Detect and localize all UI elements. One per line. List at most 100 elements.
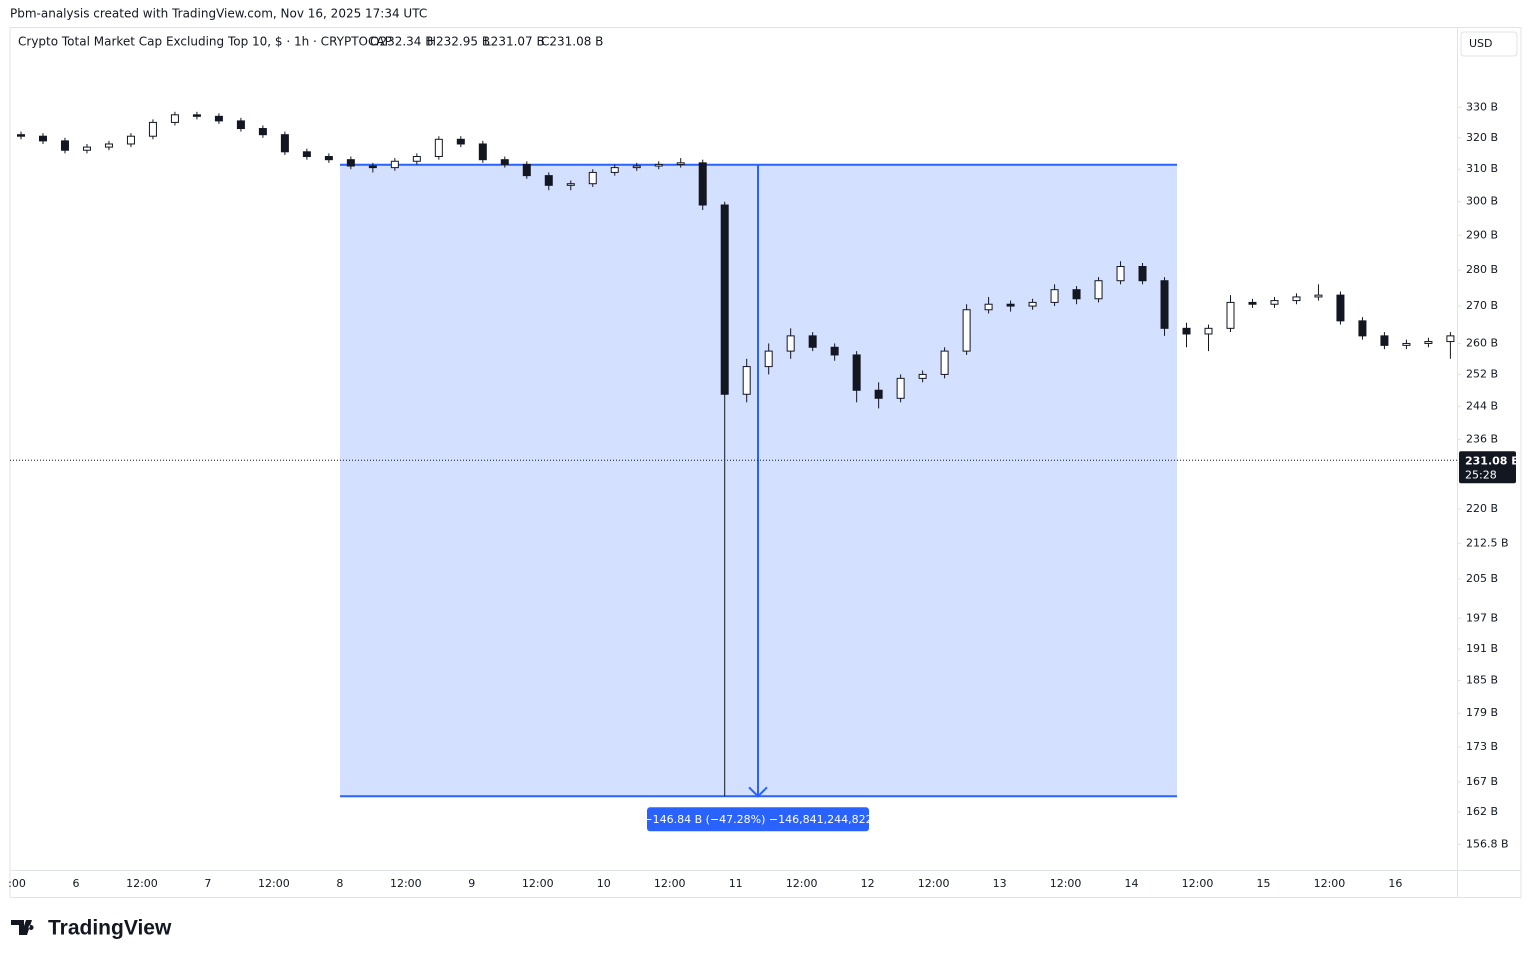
candle [1314,284,1323,301]
measure-label-box [647,807,869,832]
candle [544,172,553,191]
candle-body [1446,335,1455,343]
x-tick-label: 12:00 [918,877,950,890]
x-tick-label: 7 [204,877,211,890]
y-tick-label: 205 B [1466,572,1498,585]
candle [1050,284,1059,307]
candle [390,158,399,171]
y-tick-label: 320 B [1466,131,1498,144]
x-tick-label: 12:00 [1050,877,1082,890]
x-tick-label: :00 [8,877,26,890]
candle-body [434,138,443,158]
candle [1028,298,1037,310]
candle [808,332,817,352]
candle [896,374,905,403]
candle [38,133,47,144]
currency[interactable]: USD [1469,37,1493,50]
candle [456,136,465,148]
candle-body [280,134,289,153]
candle [1292,293,1301,305]
x-tick-label: 13 [993,877,1007,890]
candle-body [1270,300,1279,305]
candle [500,156,509,168]
candle-body [214,115,223,122]
candle-body [1204,327,1213,335]
candle-body [588,171,597,185]
ohlc-legend: L231.07 B [484,35,545,49]
currency-button[interactable] [1460,31,1518,57]
candle [1226,295,1235,333]
y-tick-label: 330 B [1466,100,1498,113]
candle [170,111,179,126]
candle [192,111,201,120]
candle [126,133,135,148]
candle [324,153,333,163]
candle-body [610,167,619,173]
candle [16,131,25,140]
x-tick-label: 12:00 [1182,877,1214,890]
candle-body [170,114,179,123]
x-tick-label: 9 [468,877,475,890]
candle [148,119,157,140]
candle-body [192,114,201,117]
candle-body [522,163,531,177]
candle [214,113,223,124]
y-tick-label: 162 B [1466,805,1498,818]
chart-title: Crypto Total Market Cap Excluding Top 10… [18,35,392,49]
candle-body [148,121,157,137]
candle [940,347,949,379]
candle [764,343,773,375]
last-price-countdown: 25:28 [1465,468,1497,481]
y-tick-label: 173 B [1466,740,1498,753]
y-tick-label: 244 B [1466,399,1498,412]
candle-body [324,156,333,161]
candle [82,143,91,154]
y-tick-label: 191 B [1466,642,1498,655]
candle-body [1072,289,1081,300]
candle-body [60,140,69,151]
attribution: Pbm-analysis created with TradingView.co… [10,7,427,21]
candle [1072,286,1081,305]
candle-body [830,346,839,356]
candle [698,159,707,210]
candle [1248,298,1257,308]
y-tick-label: 236 B [1466,432,1498,445]
candle-body [874,389,883,399]
last-price-box [1459,451,1516,484]
tradingview-logo: TradingView [11,917,172,940]
candle-body [544,175,553,186]
candle-body [852,354,861,391]
candle [434,136,443,160]
candle [720,201,729,797]
candle [1402,339,1411,350]
candle [478,140,487,163]
candle-body [1226,301,1235,329]
candle-body [786,335,795,352]
candle [1182,322,1191,348]
y-tick-label: 300 B [1466,195,1498,208]
candle-body [38,135,47,142]
candle [786,328,795,359]
candle-body [940,350,949,375]
candle-body [1182,327,1191,335]
candle-body [302,151,311,158]
candle [346,156,355,170]
y-tick-label: 310 B [1466,162,1498,175]
candle [742,358,751,403]
candle [1006,300,1015,312]
candle-body [632,165,641,169]
ohlc-legend: H232.95 B [427,35,490,49]
candle [566,180,575,191]
candle-body [1116,266,1125,282]
candle-body [896,377,905,399]
y-tick-label: 185 B [1466,674,1498,687]
x-tick-label: 12:00 [258,877,290,890]
x-tick-label: 6 [72,877,79,890]
candle-body [962,309,971,352]
x-tick-label: 14 [1125,877,1139,890]
y-tick-label: 167 B [1466,775,1498,788]
candle [368,162,377,173]
chart-frame [9,27,1522,898]
